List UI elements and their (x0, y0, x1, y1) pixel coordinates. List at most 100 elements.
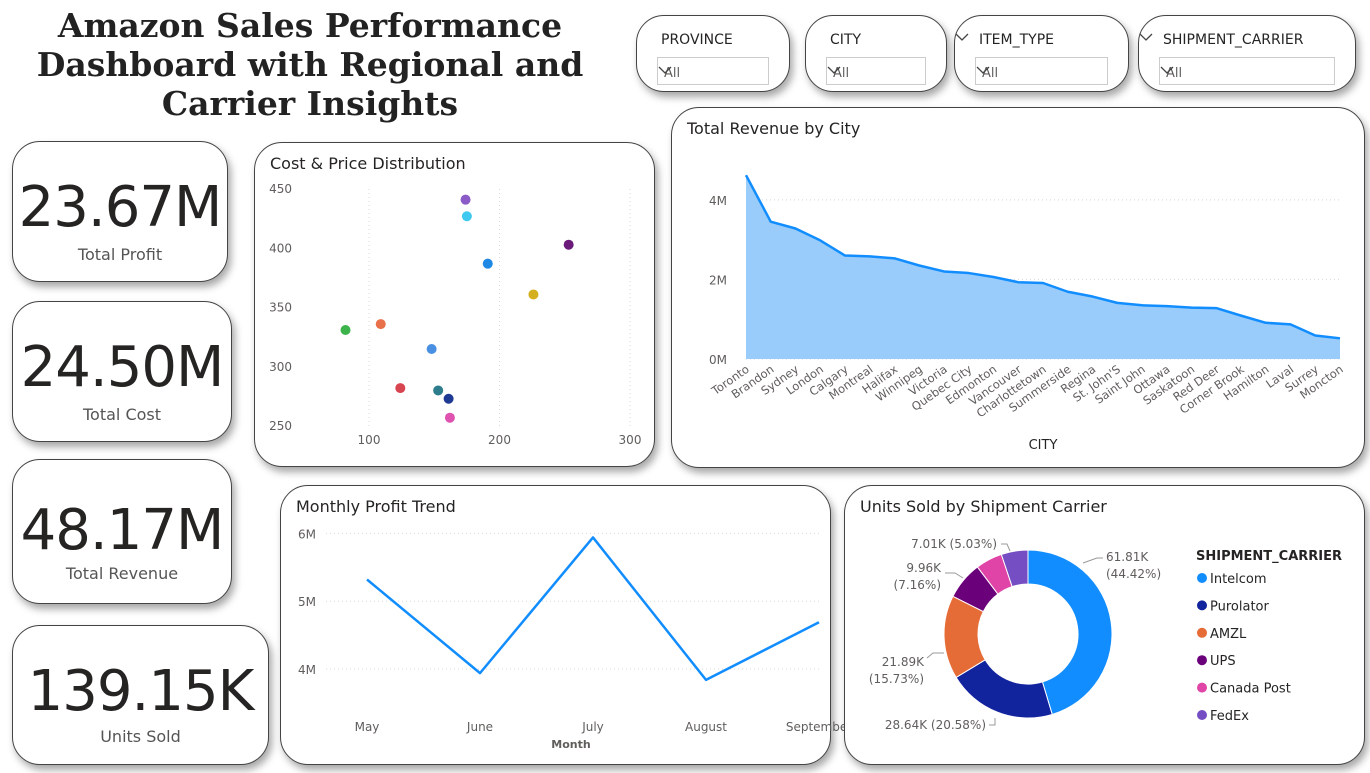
scatter-x-tick: 100 (358, 433, 381, 447)
donut-legend-label: FedEx (1210, 709, 1249, 724)
chevron-down-icon[interactable] (1139, 32, 1153, 42)
scatter-y-tick: 450 (269, 182, 292, 196)
donut-chart: 61.81K (44.42%) 28.64K (20.58%) 21.89K (15.7… (869, 537, 1342, 732)
line-y-tick: 5M (298, 595, 316, 609)
line-x-tick: September (786, 720, 852, 734)
slicer-city-label: CITY (830, 32, 862, 48)
donut-legend-marker (1197, 573, 1207, 583)
kpi-total-revenue-value: 48.17M (20, 498, 225, 563)
area-line (744, 174, 1341, 340)
donut-legend-label: UPS (1210, 654, 1236, 669)
kpi-total-cost: 24.50M Total Cost (12, 301, 232, 442)
kpi-units-sold: 139.15K Units Sold (12, 625, 269, 765)
donut-data-label: 9.96K (906, 561, 942, 575)
chevron-down-icon (976, 66, 990, 74)
chevron-down-icon[interactable] (955, 32, 969, 42)
donut-data-label: 21.89K (882, 655, 925, 669)
donut-legend-label: Canada Post (1210, 682, 1291, 697)
donut-leader-line (1001, 543, 1011, 552)
scatter-point (461, 211, 472, 222)
scatter-title: Cost & Price Distribution (270, 154, 466, 173)
donut-leader-line (945, 572, 964, 579)
donut-legend-marker (1197, 655, 1207, 666)
scatter-point (433, 385, 444, 396)
kpi-total-profit: 23.67M Total Profit (12, 141, 228, 282)
slicer-shipment-carrier-dropdown[interactable]: All (1159, 57, 1335, 85)
donut-legend-label: Intelcom (1210, 572, 1267, 587)
kpi-total-cost-label: Total Cost (82, 405, 162, 424)
revenue-by-city-card: Total Revenue by City 0M 2M 4M Toronto Brand… (671, 107, 1365, 468)
line-series (366, 536, 820, 682)
donut-legend-label: AMZL (1210, 627, 1247, 642)
scatter-x-tick: 200 (488, 433, 511, 447)
kpi-total-profit-label: Total Profit (77, 245, 163, 264)
scatter-point (426, 343, 437, 354)
scatter-point (340, 325, 351, 336)
scatter-point (563, 239, 574, 250)
donut-data-label: (44.42%) (1106, 567, 1161, 581)
donut-legend-marker (1197, 682, 1207, 693)
donut-leader-line (989, 718, 996, 726)
scatter-chart: 100 200 300 250 300 350 400 450 (269, 182, 642, 447)
donut-leader-line (926, 652, 944, 659)
dashboard-title: Amazon Sales Performance Dashboard with … (36, 6, 584, 123)
area-fill (746, 175, 1340, 359)
slicer-item-type[interactable]: ITEM_TYPE All (954, 15, 1129, 92)
area-y-tick: 4M (709, 194, 727, 208)
slicer-item-type-label: ITEM_TYPE (979, 32, 1054, 48)
area-y-tick: 2M (709, 273, 727, 287)
scatter-y-tick: 400 (269, 241, 292, 255)
donut-legend-marker (1197, 627, 1207, 638)
kpi-total-revenue-label: Total Revenue (65, 564, 179, 583)
donut-data-label: 61.81K (1106, 550, 1149, 564)
monthly-profit-card: Monthly Profit Trend 4M 5M 6M May June July Au… (280, 485, 852, 765)
kpi-units-sold-label: Units Sold (100, 727, 181, 746)
line-chart: 4M 5M 6M May June July August September Month (298, 527, 852, 751)
scatter-y-tick: 350 (269, 301, 292, 315)
line-x-tick: June (466, 720, 493, 734)
slicer-city-dropdown[interactable]: All (826, 57, 926, 85)
area-chart: 0M2M4MTorontoBrandonSydneyLondonCalgaryM… (708, 174, 1346, 453)
kpi-total-revenue: 48.17M Total Revenue (12, 459, 232, 604)
line-y-tick: 4M (298, 663, 316, 677)
donut-legend-marker (1197, 710, 1207, 720)
donut-slice (1000, 549, 1029, 588)
scatter-x-tick: 300 (619, 433, 642, 447)
scatter-point (460, 194, 471, 205)
donut-data-label: 28.64K (20.58%) (885, 718, 986, 732)
slicer-shipment-carrier[interactable]: SHIPMENT_CARRIER All (1138, 15, 1356, 92)
line-y-tick: 6M (298, 527, 316, 541)
line-x-axis-title: Month (551, 738, 590, 751)
scatter-point (444, 412, 455, 423)
kpi-units-sold-value: 139.15K (27, 659, 255, 724)
slicer-item-type-dropdown[interactable]: All (975, 57, 1108, 85)
donut-legend-marker (1197, 600, 1207, 611)
slicer-shipment-carrier-label: SHIPMENT_CARRIER (1163, 32, 1304, 48)
slicer-province[interactable]: PROVINCE All (636, 15, 790, 92)
slicer-city[interactable]: CITY All (805, 15, 947, 92)
scatter-point (395, 383, 406, 394)
donut-data-label: (15.73%) (869, 672, 924, 686)
units-by-carrier-card: Units Sold by Shipment Carrier 61.81K (44… (844, 485, 1365, 765)
scatter-y-tick: 250 (269, 419, 292, 433)
cost-price-scatter-card: Cost & Price Distribution 100 200 300 250 30… (254, 142, 655, 467)
kpi-total-profit-value: 23.67M (18, 175, 223, 240)
donut-data-label: 7.01K (5.03%) (911, 537, 997, 551)
kpi-total-cost-value: 24.50M (20, 335, 225, 400)
scatter-point (528, 289, 539, 300)
donut-data-label: (7.16%) (894, 578, 941, 592)
area-x-axis-title: CITY (1029, 438, 1058, 453)
donut-legend-title: SHIPMENT_CARRIER (1196, 549, 1342, 564)
donut-title: Units Sold by Shipment Carrier (860, 497, 1107, 516)
chevron-down-icon (1160, 66, 1174, 74)
line-title: Monthly Profit Trend (296, 497, 456, 516)
scatter-point (375, 319, 386, 330)
slicer-province-dropdown[interactable]: All (657, 57, 769, 85)
chevron-down-icon (827, 66, 841, 74)
slicer-province-label: PROVINCE (661, 32, 733, 48)
area-y-tick: 0M (709, 353, 727, 367)
donut-leader-line (1082, 557, 1103, 564)
scatter-point (482, 258, 493, 269)
line-x-tick: August (685, 720, 727, 734)
donut-slice (1027, 549, 1113, 716)
